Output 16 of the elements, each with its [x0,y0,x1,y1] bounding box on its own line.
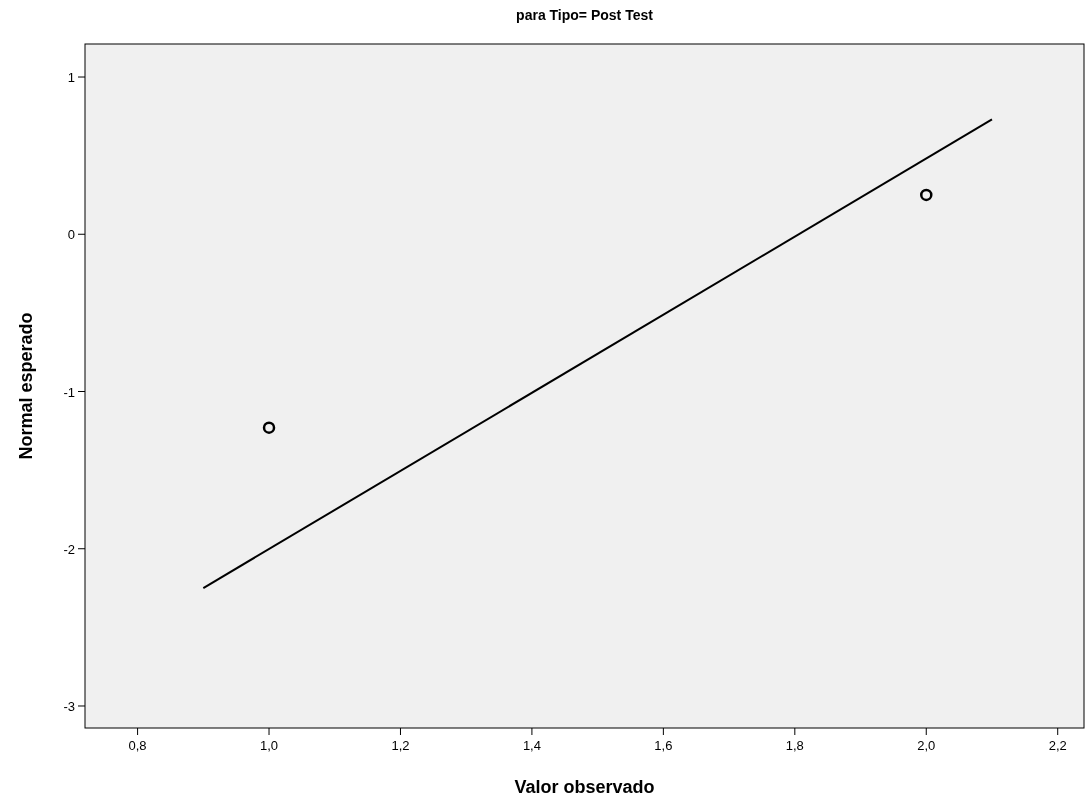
x-tick-label: 0,8 [128,738,147,753]
y-tick-label: 0 [67,227,75,243]
y-tick-label: 1 [67,70,75,86]
chart-title: para Tipo= Post Test [516,7,654,23]
y-tick-label: -1 [63,384,75,400]
y-tick-label: -2 [63,541,75,557]
x-tick-label: 2,0 [917,738,936,753]
x-tick-label: 1,8 [785,738,804,753]
x-tick-label: 1,6 [654,738,673,753]
x-tick-label: 2,2 [1048,738,1067,753]
x-axis-title: Valor observado [514,777,655,797]
y-tick-label: -3 [63,698,75,714]
x-tick-label: 1,2 [391,738,410,753]
y-axis-title: Normal esperado [16,312,36,460]
x-tick-label: 1,4 [522,738,541,753]
x-tick-label: 1,0 [259,738,279,753]
